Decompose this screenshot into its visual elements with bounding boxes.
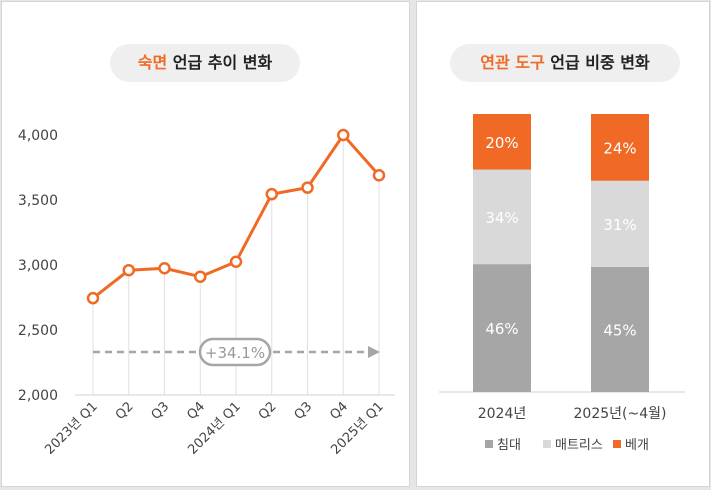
bar-segment [591,180,649,267]
line-chart-title-accent: 숙면 [137,53,168,72]
bar-value-label: 46% [485,320,518,338]
growth-arrow-head [368,346,380,358]
bar-segment [591,266,649,392]
x-tick-label: Q2 [113,399,137,423]
line-chart-title-rest: 언급 추이 변화 [167,53,273,72]
bar-value-label: 45% [603,321,636,339]
data-point [122,263,135,277]
data-point [194,270,207,283]
y-tick-label: 3,000 [18,258,58,274]
legend-label: 매트리스 [555,438,603,453]
x-tick-label: Q2 [256,399,280,423]
legend-swatch [485,440,493,448]
y-tick-label: 3,500 [18,193,58,209]
growth-label-box [198,337,272,367]
x-tick-label: Q3 [292,399,316,423]
data-point [301,181,314,194]
bar-segment [473,169,531,265]
bar-chart-panel: 연관 도구 언급 비중 변화 46% 34% 20% 2024년 45% 31% 24% 20… [416,1,710,487]
y-tick-label: 4,000 [18,128,58,144]
data-point [372,169,386,182]
x-tick-label: Q4 [184,399,208,423]
data-point [229,255,243,268]
bar-value-label: 20% [485,134,518,152]
bar-chart-title-accent: 연관 도구 [480,53,545,72]
bar-value-label: 24% [603,139,636,157]
legend-label: 침대 [497,438,521,453]
x-tick-label: 2024년 [478,406,527,422]
y-tick-label: 2,500 [18,323,58,339]
line-chart-panel: 숙면 언급 추이 변화 2,000 2,500 3,000 3,500 4,000 202… [1,1,410,487]
bar-chart-title-rest: 언급 비중 변화 [544,53,650,72]
bar-segment [473,114,531,170]
bar-segment [473,264,531,392]
growth-label: +34.1% [205,344,265,362]
bar-value-label: 34% [485,209,518,227]
legend-label: 베개 [625,438,649,453]
bar-value-label: 31% [603,216,636,234]
x-tick-label: Q3 [149,399,173,423]
y-tick-label: 2,000 [18,388,58,404]
legend-swatch [613,440,621,448]
bar-segment [591,114,649,181]
x-tick-label: 2023년 Q1 [42,399,100,457]
data-point [337,128,350,142]
data-point [265,187,278,201]
x-tick-label: 2025년(~4월) [574,406,667,422]
legend-swatch [543,440,551,448]
stacked-bar-chart: 46% 34% 20% 2024년 45% 31% 24% 2025년(~4월) 침대 매트리스 베… [439,114,685,453]
bar-chart-title: 연관 도구 언급 비중 변화 [450,44,680,82]
x-tick-label: Q4 [327,399,351,423]
line-chart-title: 숙면 언급 추이 변화 [110,44,300,82]
data-point [86,291,100,305]
data-point [158,262,171,275]
